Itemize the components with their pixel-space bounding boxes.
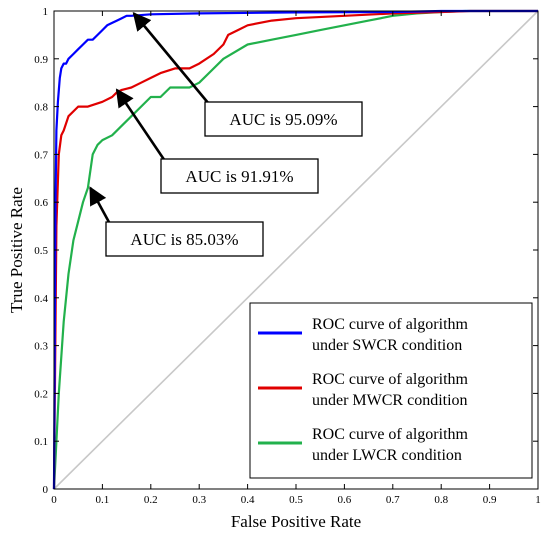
y-tick-label: 0.6 <box>34 197 48 209</box>
x-tick-label: 0 <box>51 494 57 506</box>
x-tick-label: 1 <box>535 494 541 506</box>
x-tick-label: 0.4 <box>241 494 255 506</box>
legend-label-line: ROC curve of algorithm <box>312 371 469 388</box>
x-tick-label: 0.7 <box>386 494 400 506</box>
legend-label-line: under SWCR condition <box>312 337 462 354</box>
annotation-box <box>160 158 319 194</box>
annotation-arrow <box>115 88 167 162</box>
legend-label-line: ROC curve of algorithm <box>312 316 469 333</box>
annotation-box <box>204 101 363 137</box>
y-tick-label: 0.2 <box>34 388 48 400</box>
y-tick-label: 0.3 <box>34 341 48 353</box>
annotation-text: AUC is 85.03% <box>130 230 238 249</box>
x-tick-label: 0.8 <box>434 494 448 506</box>
x-tick-label: 0.2 <box>144 494 158 506</box>
y-tick-label: 0 <box>43 484 49 496</box>
reference-diagonal-line <box>53 10 539 490</box>
legend-entry-swcr: ROC curve of algorithm under SWCR conditi… <box>258 316 469 354</box>
annotation-text: AUC is 91.91% <box>185 167 293 186</box>
axes-layer: 0 0.1 0.2 0.3 0.4 0.5 0.6 0.7 0.8 0.9 1 0 0.1 0.2 0.3 0… <box>34 6 541 506</box>
annotation-text: AUC is 95.09% <box>229 110 337 129</box>
x-tick-label: 0.1 <box>96 494 110 506</box>
x-axis-label: False Positive Rate <box>231 512 361 531</box>
annotation-box <box>105 221 264 257</box>
legend-label-line: under MWCR condition <box>312 392 468 409</box>
y-tick-label: 0.9 <box>34 54 48 66</box>
legend-label-line: ROC curve of algorithm <box>312 426 469 443</box>
annotation-arrow <box>132 11 211 105</box>
series-mwcr-line <box>52 9 538 490</box>
y-tick-label: 1 <box>43 6 49 18</box>
legend: ROC curve of algorithm under SWCR conditi… <box>249 302 533 479</box>
y-axis-label: True Positive Rate <box>7 187 26 313</box>
y-tick-label: 0.7 <box>34 149 48 161</box>
x-tick-label: 0.6 <box>338 494 352 506</box>
legend-entry-lwcr: ROC curve of algorithm under LWCR conditi… <box>258 426 469 464</box>
annotation-layer: AUC is 95.09% AUC is 91.91% AUC is 85.03% <box>89 11 363 257</box>
x-tick-label: 0.5 <box>289 494 303 506</box>
y-tick-label: 0.5 <box>34 245 48 257</box>
legend-label-line: under LWCR condition <box>312 447 462 464</box>
annotation-arrow <box>89 186 112 225</box>
y-tick-label: 0.4 <box>34 293 48 305</box>
annotation-auc-mwcr: AUC is 91.91% <box>115 88 319 194</box>
x-tick-label: 0.3 <box>192 494 206 506</box>
series-layer <box>52 9 538 490</box>
y-tick-label: 0.1 <box>34 436 48 448</box>
annotation-auc-lwcr: AUC is 85.03% <box>89 186 264 257</box>
y-tick-label: 0.8 <box>34 102 48 114</box>
legend-entry-mwcr: ROC curve of algorithm under MWCR conditi… <box>258 371 469 409</box>
reference-line-layer <box>53 10 539 490</box>
annotation-auc-swcr: AUC is 95.09% <box>132 11 363 137</box>
series-lwcr-line <box>52 9 538 490</box>
series-swcr-line <box>52 9 538 490</box>
x-tick-label: 0.9 <box>483 494 497 506</box>
